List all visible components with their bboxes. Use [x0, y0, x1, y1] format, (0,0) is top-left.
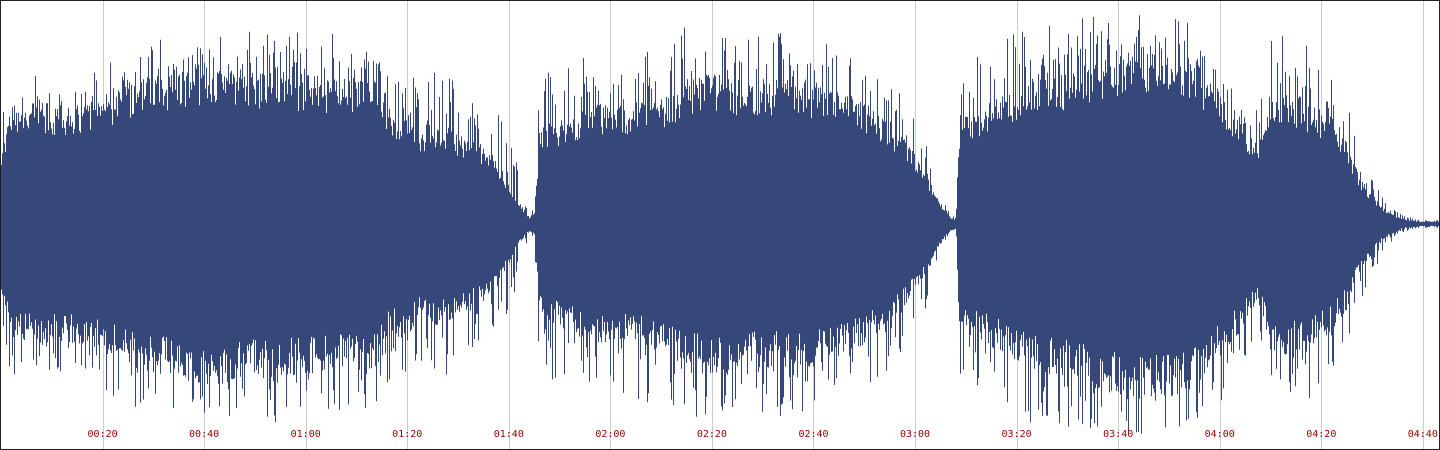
time-tick-label: 04:00 — [1205, 429, 1235, 440]
time-tick-label: 03:40 — [1103, 429, 1133, 440]
waveform-series — [1, 15, 1439, 434]
time-tick-label: 00:40 — [189, 429, 219, 440]
time-tick-label: 04:40 — [1408, 429, 1438, 440]
time-axis: 00:20 00:40 01:00 01:20 01:40 02:00 02:20 02:40… — [88, 429, 1438, 440]
time-tick-label: 01:40 — [494, 429, 524, 440]
time-tick-label: 01:00 — [291, 429, 321, 440]
time-tick-label: 04:20 — [1306, 429, 1336, 440]
time-tick-label: 02:20 — [697, 429, 727, 440]
time-tick-label: 02:00 — [595, 429, 625, 440]
time-tick-label: 02:40 — [798, 429, 828, 440]
time-tick-label: 03:00 — [900, 429, 930, 440]
time-tick-label: 00:20 — [88, 429, 118, 440]
waveform-plot — [1, 15, 1439, 434]
time-tick-label: 03:20 — [1002, 429, 1032, 440]
time-tick-label: 01:20 — [392, 429, 422, 440]
